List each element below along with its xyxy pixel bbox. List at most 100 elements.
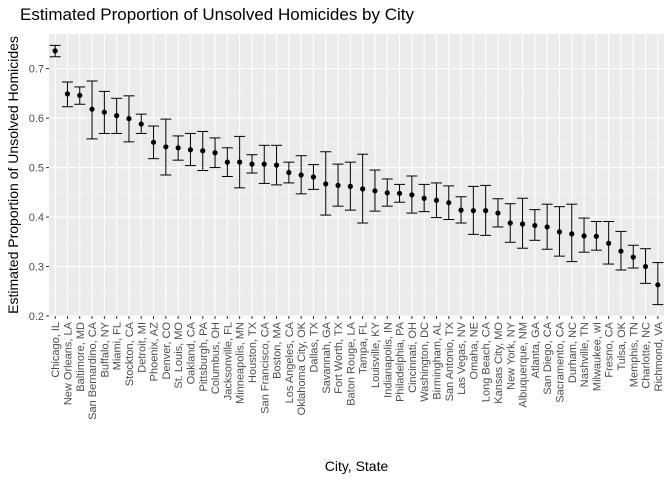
x-tick-label: Savannah, GA [321, 321, 333, 393]
y-tick-label: 0.3 [29, 262, 44, 274]
x-tick-label: Kansas City, MO [493, 322, 505, 404]
data-point [507, 220, 513, 226]
x-axis-title: City, State [325, 458, 389, 474]
y-tick-label: 0.2 [29, 311, 44, 323]
x-tick-label: Baton Rouge, LA [345, 321, 357, 405]
data-point [261, 161, 267, 167]
x-tick-label: Miami, FL [112, 322, 124, 370]
data-point [593, 233, 599, 239]
data-point [335, 182, 341, 188]
x-tick-label: Washington, DC [419, 322, 431, 402]
data-point [655, 282, 661, 288]
x-tick-label: New York, NY [505, 321, 517, 390]
x-tick-label: Memphis, TN [628, 322, 640, 387]
y-tick-label: 0.6 [29, 113, 44, 125]
x-tick-label: Cincinnati, OH [407, 322, 419, 393]
x-tick-label: Oakland, CA [185, 321, 197, 384]
data-point [200, 148, 206, 154]
data-point [114, 113, 120, 119]
x-tick-label: Tulsa, OK [616, 321, 628, 370]
major-gridlines [49, 34, 664, 317]
data-point [470, 208, 476, 214]
data-point [89, 106, 95, 112]
x-tick-label: Houston, TX [247, 321, 259, 383]
data-point [483, 208, 489, 214]
x-tick-label: Charlotte, NC [641, 322, 653, 389]
x-tick-label: Durham, NC [567, 322, 579, 383]
y-tick-label: 0.7 [29, 64, 44, 76]
x-tick-label: Fresno, CA [604, 321, 616, 377]
x-tick-label: New Orleans, LA [62, 321, 74, 405]
x-tick-label: Pittsburgh, PA [198, 321, 210, 391]
x-tick-label: Denver, CO [161, 322, 173, 380]
data-point [396, 190, 403, 196]
data-point [556, 229, 563, 235]
x-tick-label: San Diego, CA [542, 321, 554, 394]
y-axis-ticks: 0.2 0.3 0.4 0.5 0.6 0.7 [29, 64, 49, 323]
x-axis-ticks: Chicago, IL New Orleans, LA Baltimore, MD S… [50, 316, 665, 420]
data-point [495, 210, 501, 216]
x-tick-label: San Bernardino, CA [87, 321, 99, 419]
x-tick-label: Oklahoma City, OK [296, 321, 308, 415]
data-point [519, 221, 526, 227]
data-point [286, 169, 292, 176]
x-tick-label: Philadelphia, PA [395, 321, 407, 402]
data-point [224, 159, 230, 165]
data-point [126, 116, 132, 122]
data-point [421, 195, 427, 201]
x-tick-label: Fort Worth, TX [333, 321, 345, 393]
data-point [310, 174, 317, 180]
data-point [273, 162, 280, 168]
x-tick-label: Long Beach, CA [481, 321, 493, 402]
x-tick-label: Columbus, OH [210, 322, 222, 394]
data-point [642, 263, 649, 270]
data-point [52, 48, 58, 54]
data-point [138, 121, 144, 127]
data-point [446, 200, 452, 206]
y-tick-label: 0.5 [29, 163, 44, 175]
data-point [606, 240, 612, 246]
data-point [150, 139, 157, 145]
x-tick-label: Los Angeles, CA [284, 321, 296, 403]
x-tick-label: Detroit, MI [136, 322, 148, 373]
data-point [360, 186, 366, 192]
y-axis-title: Estimated Proportion of Unsolved Homicid… [5, 36, 21, 314]
data-point [544, 224, 550, 230]
plot-panel [49, 34, 664, 316]
x-tick-label: Buffalo, NY [99, 321, 111, 377]
x-tick-label: San Francisco, CA [259, 321, 271, 413]
x-tick-label: Stockton, CA [124, 321, 136, 386]
data-point [101, 109, 107, 115]
data-point [77, 92, 83, 98]
data-point [409, 192, 415, 198]
data-point [458, 207, 464, 213]
x-tick-label: Boston, MA [272, 321, 284, 379]
data-point [187, 147, 194, 153]
data-point [175, 145, 181, 151]
x-tick-label: Birmingham, AL [431, 322, 443, 400]
x-tick-label: Indianapolis, IN [382, 322, 394, 398]
x-tick-label: Omaha, NE [468, 322, 480, 379]
data-point [64, 91, 71, 97]
x-tick-label: Jacksonville, FL [222, 322, 234, 400]
x-tick-label: St. Louis, MO [173, 322, 185, 389]
data-point [630, 254, 636, 260]
x-tick-label: Sacramento, CA [554, 321, 566, 402]
x-tick-label: Minneapolis, MN [235, 322, 247, 404]
data-point [532, 222, 538, 229]
x-tick-label: San Antonio, TX [444, 321, 456, 401]
data-point [212, 150, 218, 156]
x-tick-label: Tampa, FL [358, 322, 370, 374]
x-tick-label: Las Vegas, NV [456, 321, 468, 394]
x-tick-label: Chicago, IL [50, 322, 62, 378]
data-point [347, 183, 353, 189]
x-tick-label: Dallas, TX [308, 321, 320, 372]
data-points [52, 48, 661, 288]
data-point [163, 144, 169, 150]
x-tick-label: Phoenix, AZ [149, 322, 161, 382]
data-point [372, 188, 378, 194]
data-point [384, 190, 390, 196]
data-point [433, 197, 440, 203]
x-tick-label: Richmond, VA [653, 321, 665, 391]
